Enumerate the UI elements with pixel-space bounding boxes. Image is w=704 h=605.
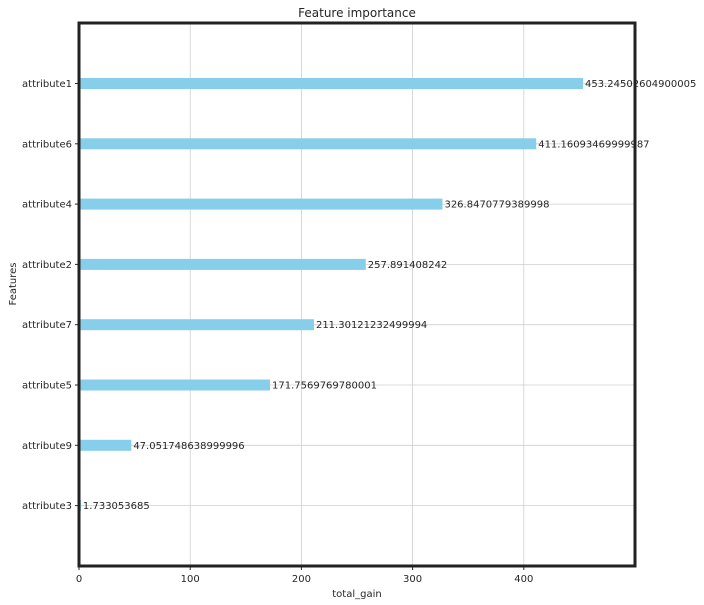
chart-title: Feature importance (298, 6, 416, 20)
x-axis-label: total_gain (332, 589, 381, 600)
y-axis-ticks: attribute1 attribute6 attribute4 attribute2… (22, 79, 79, 512)
y-tick-label-attribute2: attribute2 (22, 260, 72, 271)
value-label-attribute3: 1.733053685 (83, 501, 150, 512)
y-tick-label-attribute7: attribute7 (22, 320, 72, 331)
y-tick-label-attribute3: attribute3 (22, 501, 72, 512)
x-tick-label: 400 (514, 574, 533, 585)
value-label-attribute9: 47.051748638999996 (133, 441, 244, 452)
y-tick-label-attribute5: attribute5 (22, 381, 72, 392)
plot-frame (77, 21, 637, 568)
bar-attribute7 (79, 319, 314, 331)
y-axis-label: Features (8, 263, 19, 306)
value-label-attribute7: 211.30121232499994 (316, 320, 427, 331)
gridlines (79, 23, 635, 566)
value-label-attribute2: 257.891408242 (368, 260, 448, 271)
value-label-attribute4: 326.8470779389998 (444, 200, 549, 211)
value-label-attribute1: 453.24502604900005 (585, 79, 696, 90)
value-label-attribute5: 171.7569769780001 (272, 381, 377, 392)
x-tick-label: 200 (292, 574, 311, 585)
value-labels: 453.24502604900005 411.16093469999987 326.… (83, 79, 696, 512)
y-tick-label-attribute4: attribute4 (22, 200, 72, 211)
value-label-attribute6: 411.16093469999987 (538, 139, 649, 150)
bar-attribute5 (79, 379, 270, 391)
y-tick-label-attribute9: attribute9 (22, 441, 72, 452)
x-tick-label: 0 (76, 574, 82, 585)
bar-attribute9 (79, 439, 132, 451)
bar-attribute1 (79, 78, 584, 89)
y-tick-label-attribute1: attribute1 (22, 79, 72, 90)
bar-attribute6 (79, 138, 537, 150)
bar-attribute2 (79, 258, 366, 270)
x-axis-ticks: 0 100 200 300 400 (76, 566, 533, 585)
y-tick-label-attribute6: attribute6 (22, 139, 72, 150)
bar-attribute4 (79, 198, 443, 210)
x-tick-label: 300 (403, 574, 422, 585)
x-tick-label: 100 (181, 574, 200, 585)
